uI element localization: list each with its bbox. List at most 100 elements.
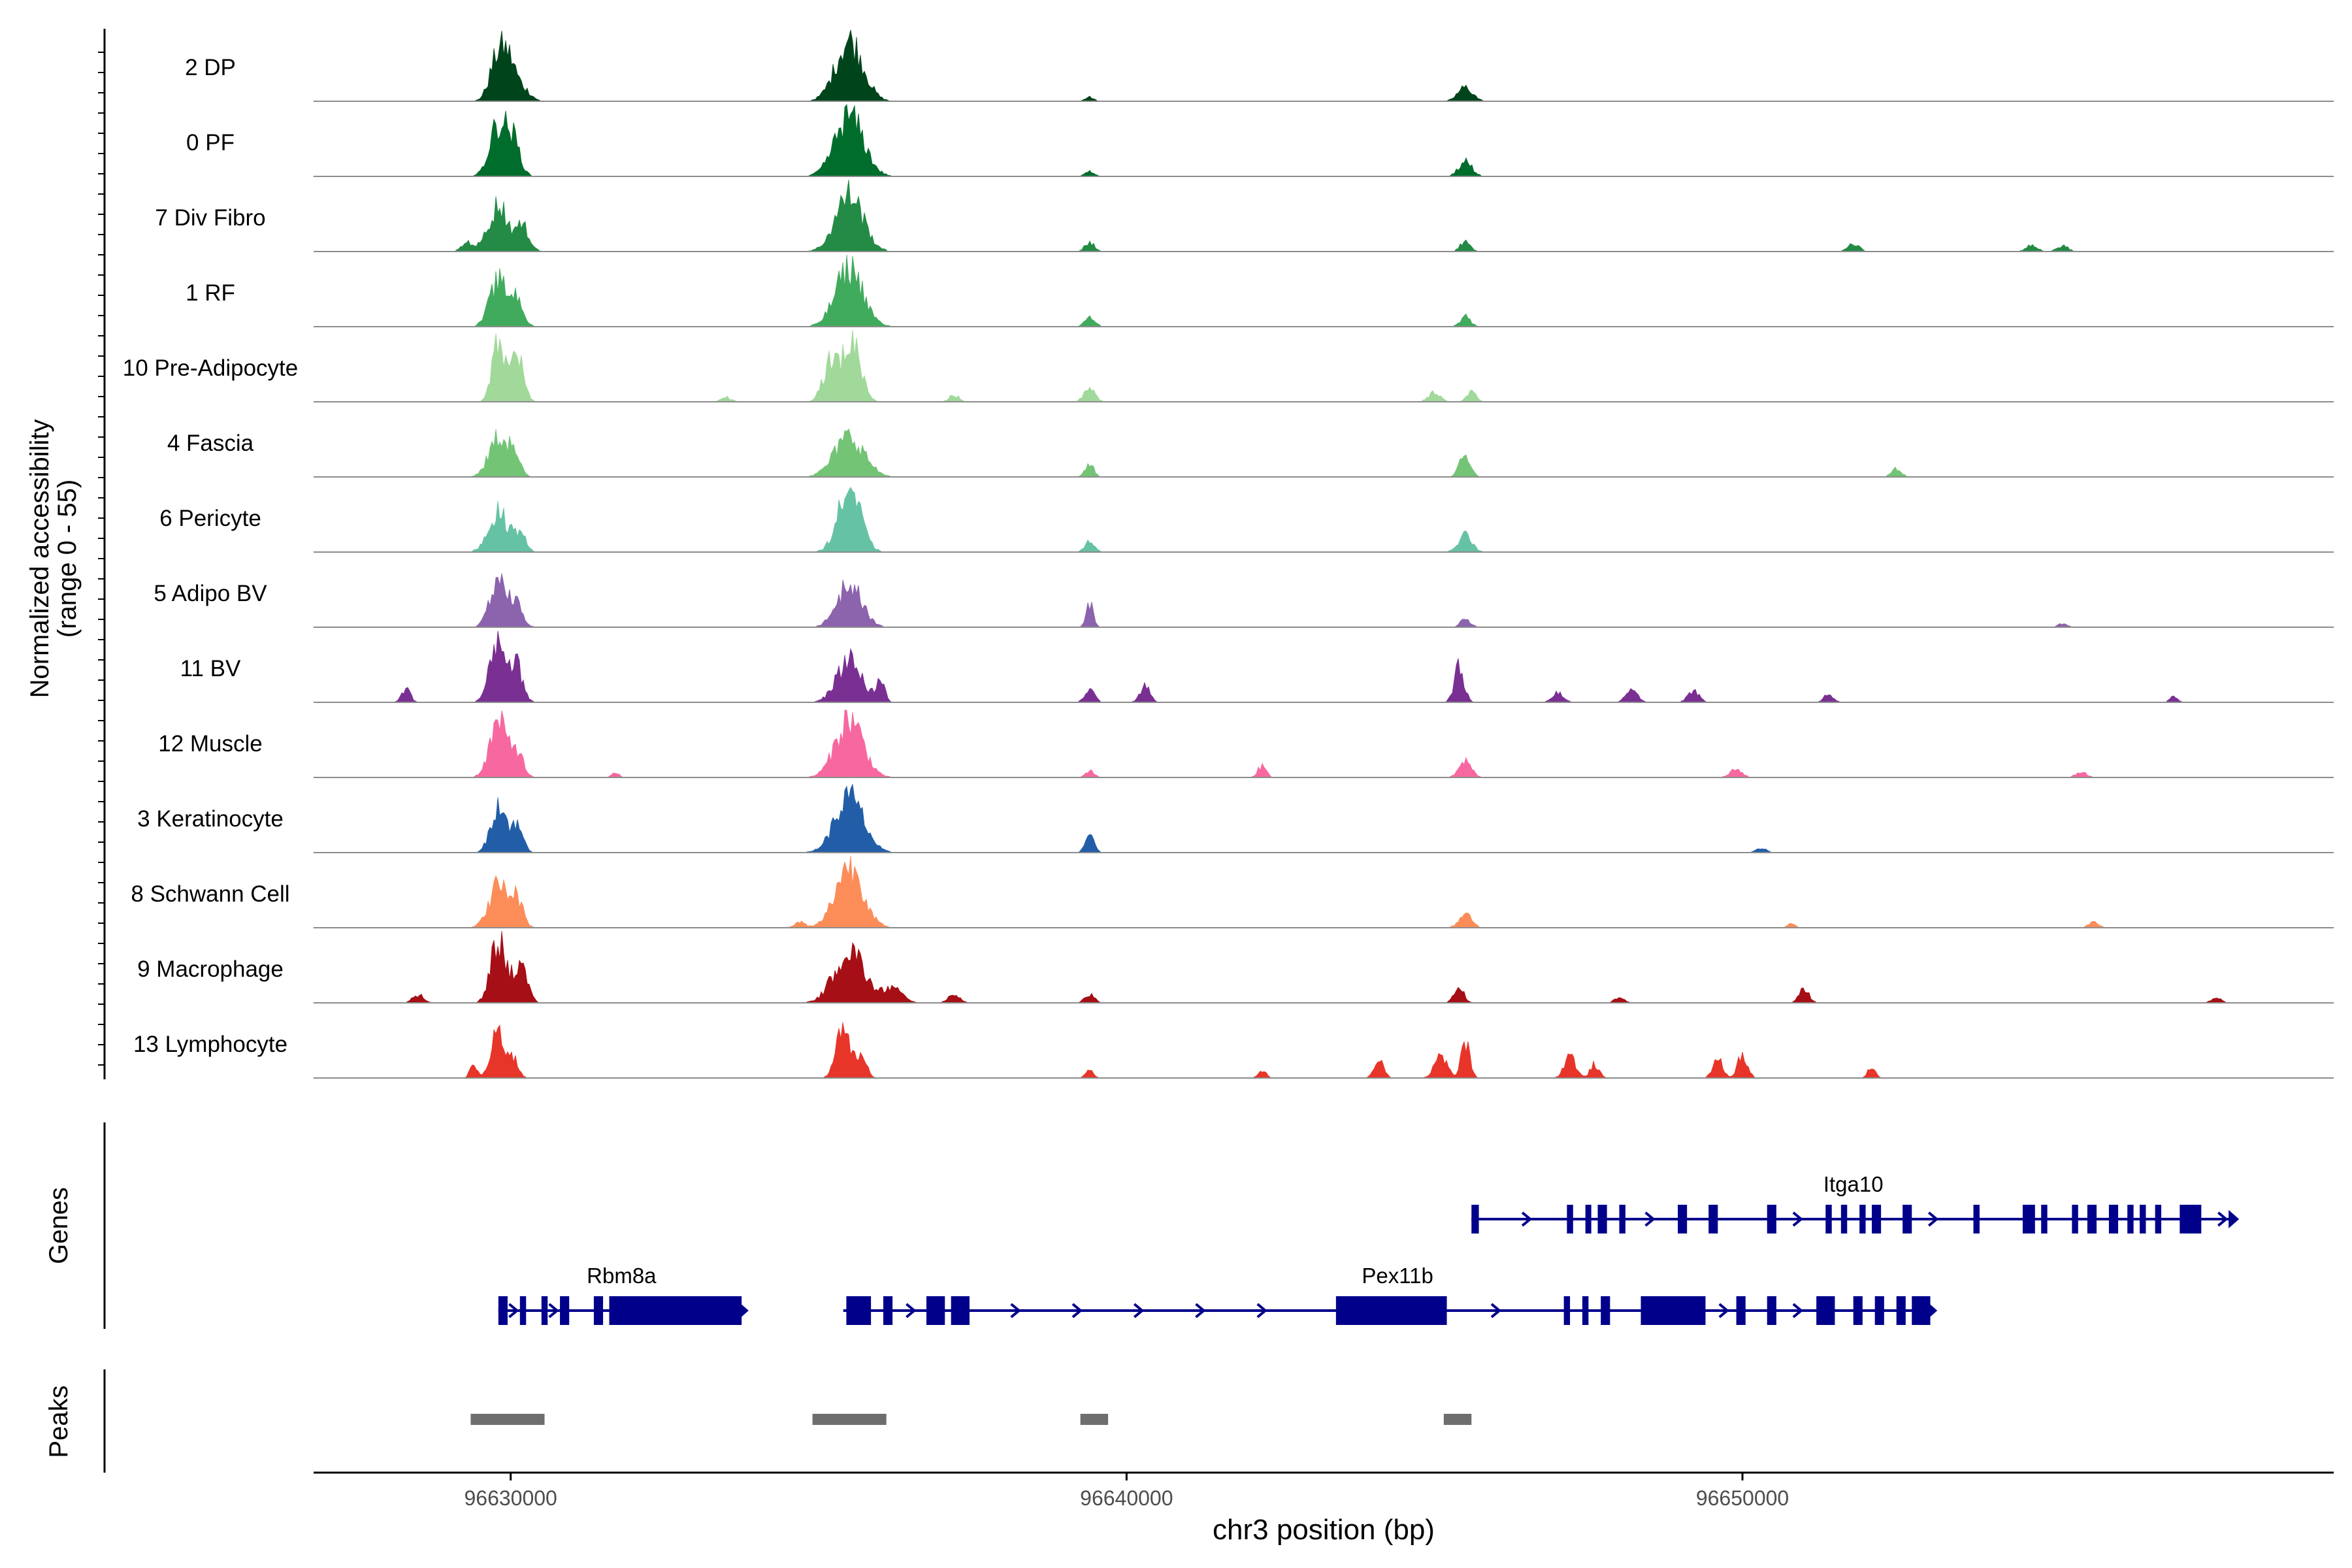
track-9-macrophage: 9 Macrophage bbox=[137, 930, 2334, 1004]
x-tick-label: 96630000 bbox=[464, 1486, 557, 1510]
gene-exon bbox=[2072, 1205, 2078, 1233]
coverage-area bbox=[313, 29, 2334, 102]
x-axis-label: chr3 position (bp) bbox=[1213, 1514, 1435, 1546]
gene-strand-arrow bbox=[1718, 1303, 1729, 1318]
gene-track: Itga10 Rbm8a Pex11b bbox=[498, 1172, 2240, 1325]
gene-exon bbox=[1840, 1205, 1848, 1233]
gene-strand-arrow bbox=[508, 1303, 519, 1318]
track-label: 2 DP bbox=[185, 55, 236, 80]
coverage-area bbox=[314, 630, 2334, 703]
genes-track-label: Genes bbox=[44, 1187, 73, 1264]
coverage-area bbox=[313, 710, 2334, 778]
track-label: 12 Muscle bbox=[158, 731, 263, 757]
gene-strand-arrow bbox=[1521, 1211, 1533, 1227]
gene-exon bbox=[1563, 1296, 1571, 1325]
coverage-tracks: 2 DP 0 PF 7 Div Fibro 1 RF 10 Pre-Adipocyte 4… bbox=[123, 29, 2334, 1079]
gene-exon bbox=[1678, 1205, 1688, 1233]
x-axis: 96630000 96640000 96650000 bbox=[464, 1473, 1789, 1510]
gene-exon bbox=[1767, 1296, 1776, 1325]
gene-label: Rbm8a bbox=[587, 1264, 657, 1288]
gene-exon bbox=[609, 1296, 742, 1325]
coverage-area bbox=[313, 1022, 2334, 1079]
track-6-pericyte: 6 Pericyte bbox=[159, 486, 2334, 553]
gene-exon bbox=[1585, 1205, 1592, 1233]
gene-end-arrow bbox=[738, 1301, 749, 1320]
coverage-y-ticks bbox=[98, 52, 105, 1066]
gene-strand-arrow bbox=[1071, 1303, 1083, 1318]
track-label: 11 BV bbox=[180, 656, 241, 681]
gene-exon bbox=[1582, 1296, 1589, 1325]
gene-exon bbox=[1871, 1205, 1882, 1233]
gene-exon bbox=[1816, 1296, 1835, 1325]
gene-strand-arrow bbox=[2217, 1211, 2229, 1227]
track-label: 1 RF bbox=[186, 280, 235, 306]
gene-exon bbox=[1825, 1205, 1832, 1233]
track-label: 13 Lymphocyte bbox=[133, 1032, 287, 1057]
gene-exon bbox=[2180, 1205, 2202, 1233]
gene-itga10: Itga10 bbox=[1471, 1172, 2240, 1233]
x-tick-label: 96640000 bbox=[1080, 1486, 1173, 1510]
gene-strand-arrow bbox=[548, 1303, 559, 1318]
gene-exon bbox=[2022, 1205, 2035, 1233]
coverage-area bbox=[313, 783, 2334, 853]
gene-exon bbox=[2108, 1205, 2119, 1233]
track-4-fascia: 4 Fascia bbox=[167, 428, 2334, 478]
gene-end-arrow bbox=[2229, 1210, 2240, 1228]
track-11-bv: 11 BV bbox=[180, 630, 2334, 703]
gene-end-arrow bbox=[1927, 1301, 1938, 1320]
track-13-lymphocyte: 13 Lymphocyte bbox=[133, 1022, 2334, 1079]
gene-exon bbox=[1708, 1205, 1718, 1233]
gene-strand-arrow bbox=[1490, 1303, 1502, 1318]
track-label: 10 Pre-Adipocyte bbox=[123, 355, 298, 381]
gene-label: Itga10 bbox=[1823, 1172, 1884, 1196]
track-5-adipo-bv: 5 Adipo BV bbox=[154, 573, 2334, 628]
track-7-div-fibro: 7 Div Fibro bbox=[155, 179, 2334, 252]
gene-strand-arrow bbox=[1927, 1211, 1939, 1227]
gene-exon bbox=[1896, 1296, 1906, 1325]
gene-exon bbox=[1619, 1205, 1625, 1233]
gene-exon bbox=[926, 1296, 945, 1325]
gene-exon bbox=[2155, 1205, 2162, 1233]
gene-exon bbox=[2127, 1205, 2134, 1233]
gene-strand-arrow bbox=[1195, 1303, 1206, 1318]
track-label: 4 Fascia bbox=[167, 431, 254, 456]
gene-exon bbox=[560, 1296, 570, 1325]
coverage-area bbox=[313, 179, 2334, 252]
gene-exon bbox=[1601, 1296, 1610, 1325]
track-label: 7 Div Fibro bbox=[155, 205, 265, 231]
peak-region bbox=[470, 1414, 545, 1425]
coverage-area bbox=[313, 254, 2334, 327]
gene-strand-arrow bbox=[1256, 1303, 1267, 1318]
gene-exon bbox=[2087, 1205, 2097, 1233]
track-1-rf: 1 RF bbox=[186, 254, 2334, 327]
coverage-area bbox=[313, 573, 2334, 628]
gene-exon bbox=[1567, 1205, 1573, 1233]
track-label: 3 Keratinocyte bbox=[137, 806, 284, 832]
gene-exon bbox=[883, 1296, 893, 1325]
gene-exon bbox=[2041, 1205, 2048, 1233]
peaks-track-label: Peaks bbox=[44, 1385, 73, 1458]
gene-exon bbox=[1641, 1296, 1706, 1325]
gene-exon bbox=[498, 1296, 508, 1325]
gene-exon bbox=[519, 1296, 527, 1325]
gene-strand-arrow bbox=[1644, 1211, 1656, 1227]
gene-exon bbox=[1874, 1296, 1884, 1325]
track-2-dp: 2 DP bbox=[185, 29, 2334, 102]
peak-track bbox=[470, 1414, 1472, 1425]
gene-strand-arrow bbox=[906, 1303, 917, 1318]
gene-exon bbox=[1736, 1296, 1746, 1325]
gene-strand-arrow bbox=[1010, 1303, 1021, 1318]
gene-exon bbox=[1903, 1205, 1912, 1233]
gene-exon bbox=[593, 1296, 604, 1325]
peak-region bbox=[1080, 1414, 1109, 1425]
peak-region bbox=[1443, 1414, 1472, 1425]
x-tick-label: 96650000 bbox=[1696, 1486, 1789, 1510]
gene-exon bbox=[1335, 1296, 1447, 1325]
gene-strand-arrow bbox=[1792, 1303, 1803, 1318]
track-10-pre-adipocyte: 10 Pre-Adipocyte bbox=[123, 329, 2334, 402]
track-0-pf: 0 PF bbox=[186, 103, 2334, 177]
gene-exon bbox=[951, 1296, 970, 1325]
gene-exon bbox=[846, 1296, 872, 1325]
track-label: 0 PF bbox=[186, 130, 235, 155]
